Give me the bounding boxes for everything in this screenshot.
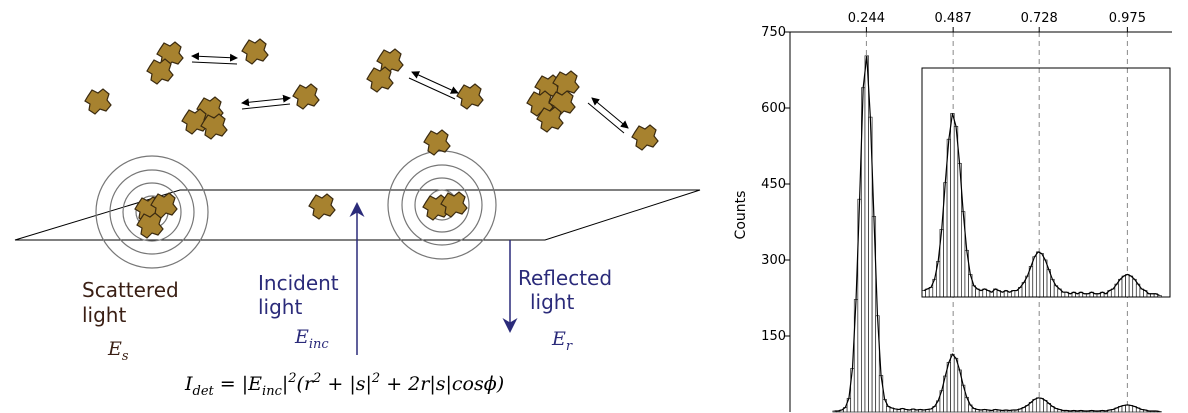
y-axis-label: Counts <box>733 191 749 240</box>
inset-bar <box>1033 257 1037 297</box>
x-tick-label: 0.487 <box>935 11 972 26</box>
label: Reflected <box>518 266 612 290</box>
inset-bar <box>922 291 926 297</box>
bar <box>954 358 958 412</box>
bar <box>1129 405 1133 412</box>
bar <box>865 56 869 412</box>
inset-bar <box>929 287 933 297</box>
x-tick-label: 0.975 <box>1109 11 1146 26</box>
field: Es <box>107 338 129 364</box>
bar <box>1036 398 1040 412</box>
y-tick-label: 750 <box>761 25 786 40</box>
figure: Scattered light Incident light Reflected… <box>0 0 1188 413</box>
x-tick-label: 0.244 <box>848 11 885 26</box>
bar <box>1122 405 1126 412</box>
bar <box>1033 399 1037 412</box>
label: light <box>530 290 574 314</box>
equation: Idet = |Einc|2(r2 + |s|2 + 2r|s|cosϕ) <box>184 371 504 399</box>
inset-bar <box>1061 292 1065 297</box>
profile-line <box>835 56 1160 412</box>
field: Einc <box>294 326 329 352</box>
inset-bar <box>1126 274 1130 297</box>
label: Incident <box>258 271 339 295</box>
inset-bar <box>1015 291 1019 297</box>
bar <box>1040 398 1044 412</box>
inset-bar <box>1040 254 1044 297</box>
label: Scattered <box>82 278 179 302</box>
inset-bar <box>979 291 983 297</box>
inset-bar <box>947 139 951 297</box>
y-tick-label: 450 <box>761 177 786 192</box>
y-tick-label: 300 <box>761 253 786 268</box>
inset-bar <box>990 292 994 297</box>
inset-bar <box>1008 292 1012 297</box>
field: Er <box>551 328 573 354</box>
inset-bar <box>1122 276 1126 297</box>
label: light <box>258 295 302 319</box>
diagram: Scattered light Incident light Reflected… <box>15 39 700 399</box>
bar <box>1126 405 1130 412</box>
inset-bar <box>951 113 955 297</box>
bar <box>947 362 951 412</box>
y-tick-label: 150 <box>761 329 786 344</box>
y-tick-label: 600 <box>761 101 786 116</box>
inset-bar <box>954 126 958 297</box>
bar <box>951 354 955 412</box>
x-tick-label: 0.728 <box>1021 11 1058 26</box>
inset-bar <box>1129 276 1133 297</box>
label: light <box>82 303 126 327</box>
particles <box>85 39 658 238</box>
inset-bar <box>1001 292 1005 297</box>
inset-bar <box>1036 252 1040 297</box>
inset-bar <box>1043 260 1047 297</box>
